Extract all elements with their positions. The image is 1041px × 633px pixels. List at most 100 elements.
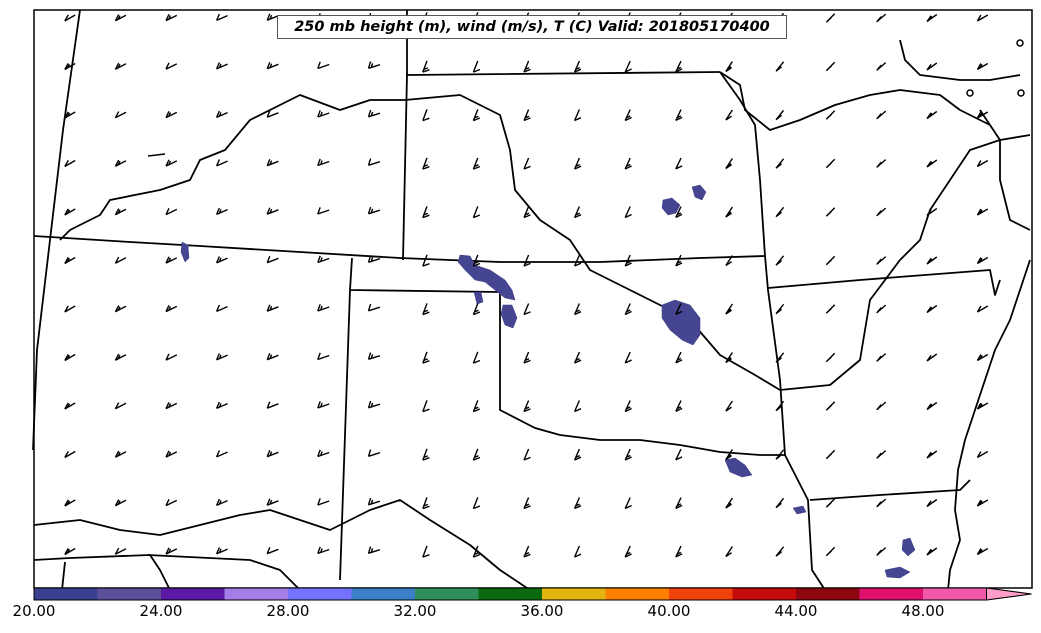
- river-upper: [899, 39, 1021, 81]
- wind-barb: [422, 157, 430, 170]
- wind-barb: [215, 498, 228, 507]
- wind-barb: [725, 352, 733, 364]
- wind-barb: [472, 448, 481, 461]
- patch-c: [661, 299, 701, 346]
- wind-barb: [266, 352, 279, 361]
- wind-barb: [317, 61, 330, 70]
- wind-barb: [725, 61, 733, 73]
- colorbar-outline: [33, 587, 987, 601]
- wind-barb: [675, 303, 683, 316]
- colorbar-segment: [288, 588, 352, 600]
- wind-barb: [624, 157, 632, 170]
- wind-barb: [64, 402, 76, 410]
- wind-barb: [725, 158, 733, 170]
- border-ark-top: [779, 134, 1031, 391]
- wind-barb: [876, 401, 887, 411]
- wind-barbs: [64, 12, 989, 558]
- colorbar-tick-label: 24.00: [139, 602, 183, 620]
- wind-barb: [215, 401, 228, 410]
- wind-barb: [114, 450, 127, 458]
- colorbar-tick-label: 20.00: [12, 602, 56, 620]
- wind-barb: [825, 110, 836, 120]
- wind-barb: [876, 547, 887, 556]
- wind-barb: [976, 208, 989, 216]
- wind-barb: [624, 497, 632, 510]
- wind-barb: [876, 62, 887, 71]
- wind-barb: [775, 158, 785, 169]
- wind-barb: [926, 13, 938, 23]
- wind-barb: [675, 109, 683, 122]
- wind-barb: [523, 254, 531, 267]
- wind-barb: [725, 497, 733, 509]
- wind-barb: [165, 13, 178, 22]
- colorbar-segment: [605, 588, 670, 600]
- wind-barb: [523, 351, 531, 364]
- wind-barb: [725, 303, 733, 315]
- wind-barb: [725, 449, 733, 461]
- wind-barb: [976, 305, 989, 313]
- wind-barb: [215, 547, 228, 555]
- wind-barb: [165, 450, 178, 458]
- wind-barb: [215, 62, 228, 70]
- wind-barb: [926, 304, 938, 314]
- wind-barb: [64, 62, 76, 71]
- wind-barb: [422, 351, 430, 364]
- colorbar-tick-label: 28.00: [266, 602, 310, 620]
- wind-barb: [926, 159, 938, 168]
- wind-barb: [215, 256, 228, 264]
- wind-barb: [165, 353, 178, 361]
- wind-barb: [422, 60, 430, 73]
- patch-d: [661, 197, 681, 216]
- wind-barb: [976, 14, 989, 22]
- wind-barb: [422, 109, 430, 122]
- wind-barb: [215, 13, 228, 22]
- border-vertical-1: [402, 74, 408, 261]
- wind-barb: [523, 400, 531, 413]
- small-lake: [147, 153, 166, 157]
- wind-barb: [976, 547, 989, 556]
- wind-barb: [317, 255, 330, 264]
- wind-barb: [367, 449, 381, 457]
- wind-barb: [472, 303, 481, 316]
- colorbar-segment: [351, 588, 416, 600]
- river-missouri: [404, 94, 781, 391]
- wind-barb: [573, 497, 582, 510]
- wind-barb: [775, 546, 785, 557]
- wind-barb: [675, 400, 683, 413]
- wind-barb: [775, 109, 785, 121]
- wind-barb: [523, 109, 531, 122]
- wind-barb: [317, 110, 330, 118]
- border-bottom-left: [33, 554, 171, 591]
- wind-barb: [573, 400, 582, 413]
- wind-barb: [926, 450, 938, 459]
- wind-barb: [317, 449, 330, 458]
- wind-barb: [472, 497, 481, 510]
- wind-barb: [573, 206, 582, 219]
- wind-barb: [266, 61, 279, 70]
- wind-barb: [317, 401, 330, 409]
- river-mississippi: [719, 71, 991, 131]
- colorbar-segment: [542, 588, 606, 600]
- wind-barb: [64, 305, 76, 313]
- wind-barb: [926, 547, 938, 556]
- wind-barb: [114, 353, 127, 361]
- patch-e: [691, 184, 707, 201]
- wind-barb: [725, 206, 733, 218]
- marker-circle-3: [1017, 89, 1025, 97]
- wind-barb: [64, 353, 76, 362]
- border-ark-west: [764, 255, 826, 591]
- wind-barb: [422, 303, 430, 316]
- wind-barb: [114, 402, 127, 410]
- wind-barb: [64, 547, 76, 556]
- wind-barb: [876, 450, 887, 459]
- river-ohio: [979, 109, 1031, 231]
- patch-g: [180, 241, 190, 263]
- wind-barb: [976, 402, 989, 410]
- colorbar-extend-arrow: [986, 587, 1032, 601]
- wind-barb: [675, 60, 683, 73]
- wind-barb: [266, 255, 279, 264]
- wind-barb: [876, 110, 887, 120]
- wind-barb: [165, 547, 178, 555]
- wind-barb: [114, 14, 127, 22]
